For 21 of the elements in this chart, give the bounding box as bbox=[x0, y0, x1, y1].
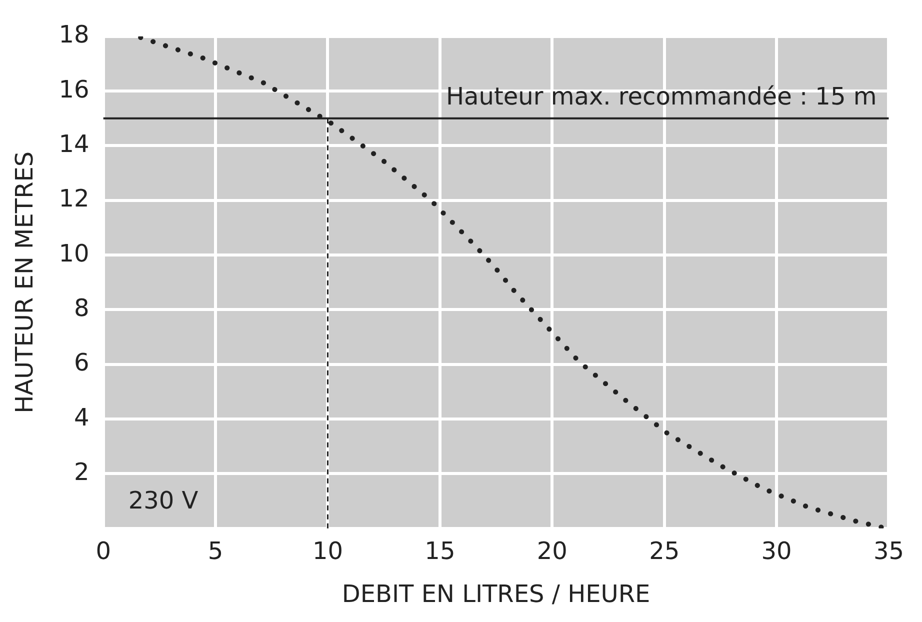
y-tick-label: 6 bbox=[74, 348, 90, 377]
y-tick-label: 4 bbox=[74, 403, 90, 432]
y-axis-title: HAUTEUR EN METRES bbox=[10, 151, 39, 414]
y-tick-label: 16 bbox=[58, 75, 90, 104]
x-tick-label: 10 bbox=[312, 537, 344, 566]
ref-line-label: Hauteur max. recommandée : 15 m bbox=[446, 82, 877, 111]
x-tick-label: 30 bbox=[761, 537, 792, 566]
y-tick-label: 10 bbox=[58, 239, 90, 268]
x-tick-label: 5 bbox=[208, 537, 224, 566]
x-tick-label: 35 bbox=[873, 537, 904, 566]
y-tick-label: 12 bbox=[58, 184, 90, 213]
x-tick-label: 20 bbox=[536, 537, 568, 566]
y-tick-label: 14 bbox=[58, 130, 90, 158]
x-tick-label: 15 bbox=[424, 537, 456, 566]
x-axis-title: DEBIT EN LITRES / HEURE bbox=[342, 580, 650, 608]
y-tick-label: 18 bbox=[58, 20, 90, 49]
annotation: 230 V bbox=[128, 486, 199, 515]
y-tick-label: 8 bbox=[74, 294, 90, 322]
x-tick-label: 25 bbox=[649, 537, 680, 566]
y-tick-label: 2 bbox=[74, 458, 90, 486]
x-tick-label: 0 bbox=[96, 537, 111, 566]
